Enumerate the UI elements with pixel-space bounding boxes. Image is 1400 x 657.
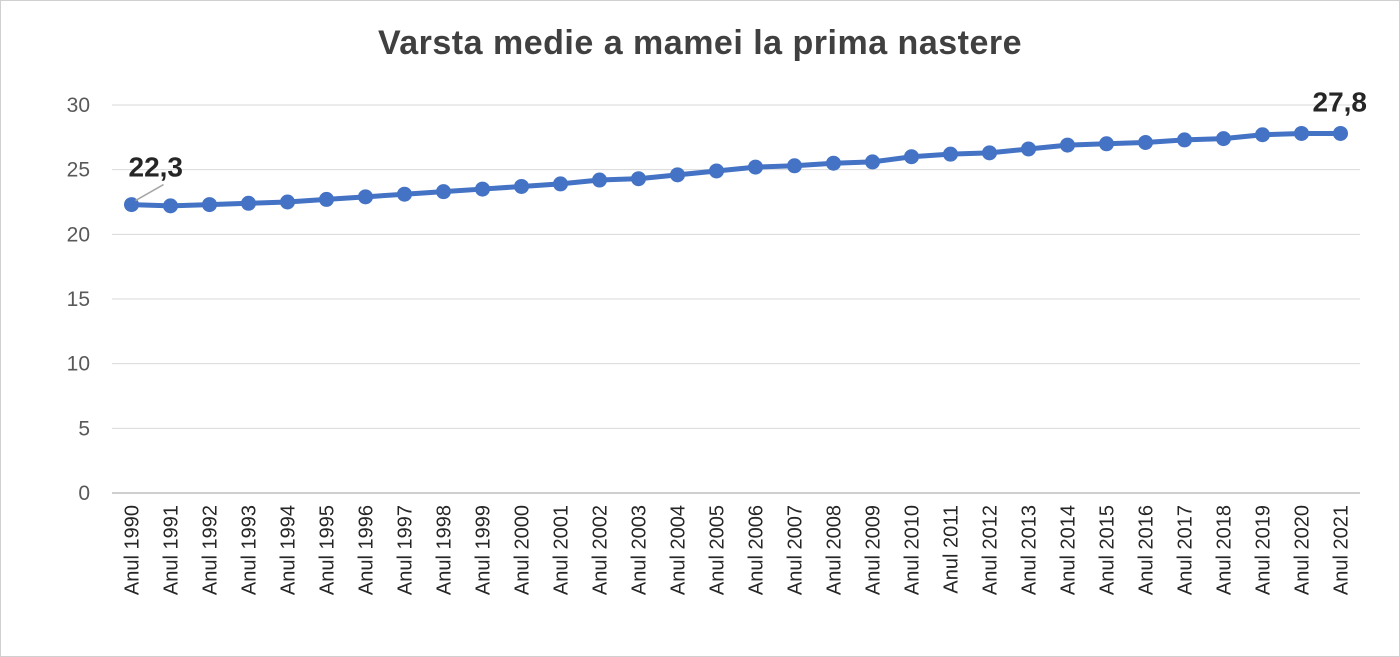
data-point (982, 145, 997, 161)
x-tick-label: Anul 1998 (434, 505, 456, 595)
x-tick-label: Anul 1999 (473, 505, 495, 595)
data-point (826, 155, 841, 171)
data-point (124, 197, 139, 213)
data-point (514, 178, 529, 194)
data-point (1060, 137, 1075, 153)
x-tick-label: Anul 1994 (278, 505, 300, 595)
x-tick-label: Anul 2015 (1097, 505, 1119, 595)
x-tick-label: Anul 2012 (980, 505, 1002, 595)
y-axis-ticks: 0 5 10 15 20 25 30 (67, 94, 90, 505)
data-label-leader-line (135, 183, 164, 202)
y-tick-label: 20 (67, 223, 90, 246)
data-point (163, 198, 178, 214)
x-tick-label: Anul 1996 (356, 505, 378, 595)
x-tick-label: Anul 1993 (239, 505, 261, 595)
y-tick-label: 5 (78, 417, 90, 440)
series-group (124, 125, 1348, 214)
x-tick-label: Anul 1992 (200, 505, 222, 595)
x-tick-label: Anul 2017 (1175, 505, 1197, 595)
data-point (241, 195, 256, 211)
data-point (904, 149, 919, 165)
grid-lines (112, 104, 1360, 429)
y-tick-label: 25 (67, 159, 90, 182)
x-tick-label: Anul 2004 (668, 505, 690, 595)
data-point (1255, 127, 1270, 143)
x-tick-label: Anul 1997 (395, 505, 417, 595)
x-tick-label: Anul 2020 (1292, 505, 1314, 595)
data-label: 27,8 (1313, 86, 1368, 117)
data-point (358, 189, 373, 205)
x-tick-label: Anul 2011 (941, 505, 963, 594)
x-tick-label: Anul 2016 (1136, 505, 1158, 595)
data-point (553, 176, 568, 192)
x-tick-label: Anul 1990 (122, 505, 144, 595)
x-axis-labels: Anul 1990 Anul 1991 Anul 1992 Anul 1993 Anul… (122, 505, 1353, 595)
x-tick-label: Anul 2018 (1214, 505, 1236, 595)
x-tick-label: Anul 1991 (161, 505, 183, 595)
y-tick-label: 10 (67, 353, 90, 376)
data-point (280, 194, 295, 210)
x-tick-label: Anul 2003 (629, 505, 651, 595)
x-tick-label: Anul 2008 (824, 505, 846, 595)
data-point (397, 186, 412, 202)
x-tick-label: Anul 2021 (1331, 505, 1353, 595)
data-point (865, 154, 880, 170)
data-point (1138, 135, 1153, 151)
data-point (592, 172, 607, 188)
x-tick-label: Anul 2002 (590, 505, 612, 595)
x-tick-label: Anul 2007 (785, 505, 807, 595)
x-tick-label: Anul 2009 (863, 505, 885, 595)
data-point (709, 163, 724, 179)
y-tick-label: 0 (78, 482, 90, 505)
data-label: 22,3 (129, 152, 184, 183)
data-point (319, 191, 334, 207)
x-tick-label: Anul 2001 (551, 505, 573, 595)
x-tick-label: Anul 2006 (746, 505, 768, 595)
x-tick-label: Anul 2005 (707, 505, 729, 595)
data-point (436, 184, 451, 200)
data-point (202, 197, 217, 213)
data-point (631, 171, 646, 187)
x-tick-label: Anul 2013 (1019, 505, 1041, 595)
x-tick-label: Anul 1995 (317, 505, 339, 595)
x-tick-label: Anul 2014 (1058, 505, 1080, 595)
x-tick-label: Anul 2000 (512, 505, 534, 595)
y-tick-label: 15 (67, 288, 90, 311)
data-point (1216, 131, 1231, 147)
data-point (943, 146, 958, 162)
y-tick-label: 30 (67, 94, 90, 117)
data-point (787, 158, 802, 174)
data-point (475, 181, 490, 197)
data-labels: 22,3 27,8 (129, 86, 1368, 202)
data-point (1177, 132, 1192, 148)
x-tick-label: Anul 2019 (1253, 505, 1275, 595)
data-point (1021, 141, 1036, 157)
chart-title: Varsta medie a mamei la prima nastere (377, 24, 1023, 62)
data-point (670, 167, 685, 183)
data-point (1333, 125, 1348, 141)
data-point (1099, 136, 1114, 152)
data-point (748, 159, 763, 175)
x-tick-label: Anul 2010 (902, 505, 924, 595)
data-point (1294, 125, 1309, 141)
